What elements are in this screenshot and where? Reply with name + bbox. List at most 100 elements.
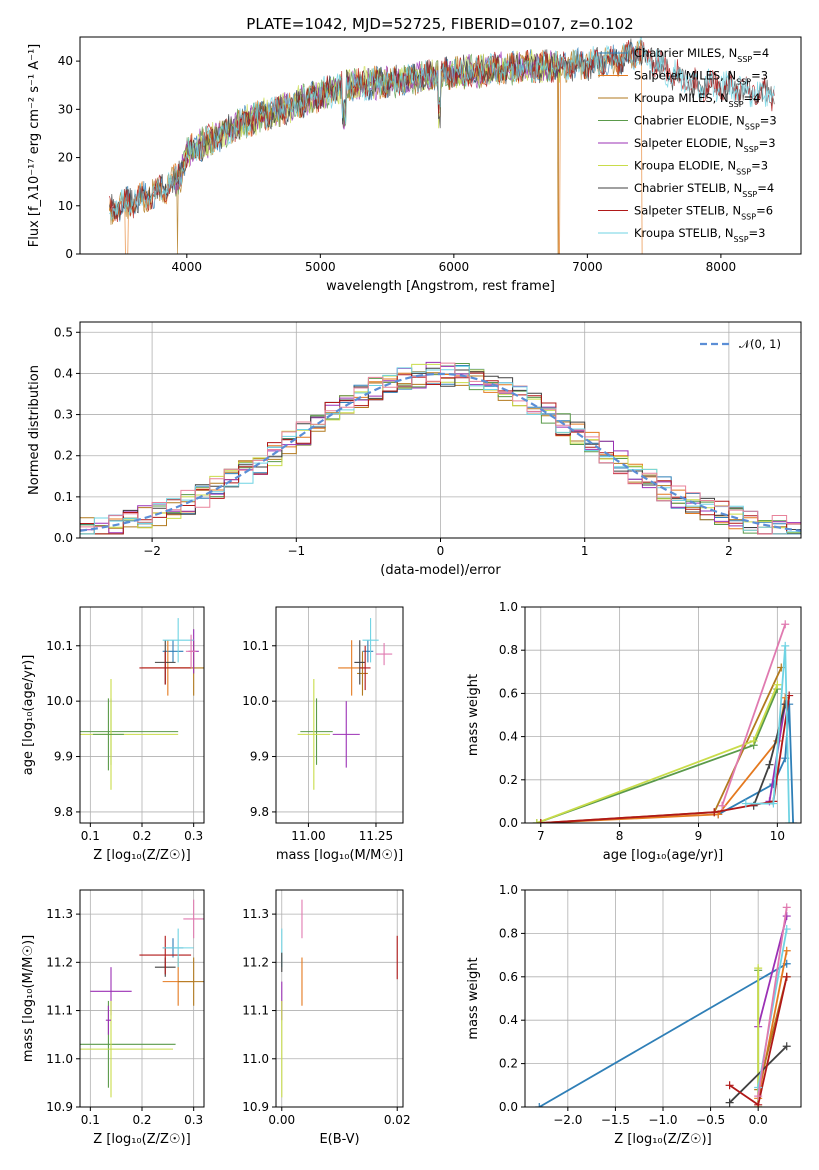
figure-title: PLATE=1042, MJD=52725, FIBERID=0107, z=0… — [246, 15, 633, 33]
x-axis-label: Z [log₁₀(Z/Z☉)] — [93, 1132, 190, 1147]
x-tick-label: 9 — [695, 829, 703, 843]
plot-frame — [524, 889, 802, 1108]
plot-area-residuals — [80, 322, 801, 538]
series-marker — [754, 964, 763, 973]
y-axis-label: age [log₁₀(age/yr)] — [21, 655, 36, 776]
plot-frame — [79, 889, 205, 1108]
y-tick-label: 0.2 — [54, 449, 73, 463]
panel-age_vs_Z: 0.1 0.2 0.3 9.8 9.9 10.0 10.1 Z [log₁₀(Z/Z☉)] ag… — [21, 606, 205, 863]
y-tick-label: 9.9 — [250, 750, 269, 764]
legend-entry: Chabrier STELIB, NSSP=4 — [634, 181, 774, 199]
x-tick-label: 7 — [537, 829, 545, 843]
y-tick-label: 0.4 — [499, 730, 518, 744]
data-point — [139, 651, 192, 685]
plot-frame — [275, 606, 404, 824]
y-tick-label: 11.2 — [46, 955, 73, 969]
data-point — [162, 928, 194, 968]
x-tick-label: 0.0 — [749, 1113, 768, 1127]
x-tick-label: 0.1 — [81, 829, 100, 843]
x-axis-label: Z [log₁₀(Z/Z☉)] — [93, 848, 190, 863]
y-tick-label: 1.0 — [499, 600, 518, 614]
series-marker — [765, 760, 774, 769]
x-axis-label: age [log₁₀(age/yr)] — [603, 848, 724, 863]
y-tick-label: 20 — [58, 151, 73, 165]
legend-entry: Kroupa MILES, NSSP=4 — [634, 91, 760, 109]
spectrum-line-salpeter-stelib — [109, 40, 775, 223]
series-marker — [725, 1081, 734, 1090]
y-tick-label: 0.0 — [54, 531, 73, 545]
plot-frame — [79, 36, 802, 255]
series-marker — [781, 641, 790, 650]
series-marker — [536, 819, 545, 823]
data-point — [105, 1005, 111, 1035]
series-marker — [754, 1092, 763, 1101]
data-point — [162, 618, 194, 663]
series-marker — [725, 1098, 734, 1107]
x-tick-label: 0.00 — [268, 1113, 295, 1127]
panel-mass_vs_Z: 0.1 0.2 0.3 10.9 11.0 11.1 11.2 11.3 Z [log₁₀(Z/… — [21, 889, 205, 1147]
y-tick-label: 0.4 — [499, 1013, 518, 1027]
data-point — [183, 899, 204, 939]
data-point — [92, 698, 124, 771]
y-tick-label: 10.9 — [242, 1100, 269, 1114]
series-marker — [782, 972, 791, 981]
y-tick-label: 0.1 — [54, 490, 73, 504]
y-tick-label: 0.5 — [54, 325, 73, 339]
y-tick-label: 30 — [58, 102, 73, 116]
series-line — [538, 963, 788, 1107]
series-line — [728, 1045, 788, 1104]
data-point — [300, 698, 333, 765]
x-axis-label: wavelength [Angstrom, rest frame] — [326, 279, 555, 294]
x-tick-label: −1.0 — [648, 1113, 677, 1127]
data-point — [139, 935, 192, 975]
plot-area-mass_weight_vs_Z — [525, 890, 801, 1107]
y-tick-label: 0.4 — [54, 366, 73, 380]
x-tick-label: 11.00 — [291, 829, 325, 843]
series-marker — [789, 819, 798, 823]
series-marker — [535, 1103, 544, 1107]
x-tick-label: 10 — [770, 829, 785, 843]
legend-entry: Salpeter MILES, NSSP=3 — [634, 69, 768, 87]
series-marker — [754, 1083, 763, 1092]
spectrum-line-chabrier-elodie — [173, 52, 561, 197]
y-tick-label: 0.6 — [499, 686, 518, 700]
y-tick-label: 11.0 — [46, 1052, 73, 1066]
x-tick-label: 7000 — [572, 260, 603, 274]
x-tick-label: 0.3 — [184, 829, 203, 843]
series-line — [540, 695, 791, 823]
y-tick-label: 0.3 — [54, 408, 73, 422]
panels: 4000 5000 6000 7000 8000010203040wavelength … — [21, 36, 802, 1147]
legend: Chabrier MILES, NSSP=4 Salpeter MILES, NS… — [598, 46, 777, 244]
y-tick-label: 1.0 — [499, 883, 518, 897]
plot-area-mass_vs_ebv — [276, 890, 403, 1107]
x-tick-label: 11.25 — [359, 829, 393, 843]
y-tick-label: 0.6 — [499, 970, 518, 984]
series-marker — [773, 680, 782, 689]
x-tick-label: −1.5 — [601, 1113, 630, 1127]
y-tick-label: 11.3 — [46, 907, 73, 921]
y-tick-label: 11.1 — [46, 1004, 73, 1018]
data-point — [185, 634, 197, 668]
y-tick-label: 0.0 — [499, 1100, 518, 1114]
y-axis-label: mass weight — [466, 674, 481, 756]
series-marker — [782, 903, 791, 912]
series-marker — [782, 946, 791, 955]
panel-mass_weight_vs_Z: −2.0 −1.5 −1.0 −0.5 0.0 0.0 0.2 0.4 0.6 0.8 1.0 Z [… — [466, 883, 802, 1147]
x-axis-label: mass [log₁₀(M/M☉)] — [276, 848, 403, 863]
x-tick-label: 2 — [725, 544, 733, 558]
y-axis-label: Normed distribution — [27, 365, 42, 495]
y-tick-label: 0.8 — [499, 926, 518, 940]
series-marker — [754, 1100, 763, 1107]
x-tick-label: 8000 — [706, 260, 737, 274]
data-point — [375, 643, 393, 666]
plot-area-age_vs_mass — [276, 607, 403, 823]
legend-entry: Salpeter STELIB, NSSP=6 — [634, 204, 773, 222]
x-axis-label: (data-model)/error — [380, 563, 501, 578]
plot-area-age_vs_Z — [80, 607, 204, 823]
series-marker — [718, 801, 727, 810]
data-point — [354, 640, 366, 685]
plot-frame — [275, 889, 404, 1108]
y-tick-label: 10 — [58, 199, 73, 213]
y-tick-label: 9.8 — [250, 805, 269, 819]
